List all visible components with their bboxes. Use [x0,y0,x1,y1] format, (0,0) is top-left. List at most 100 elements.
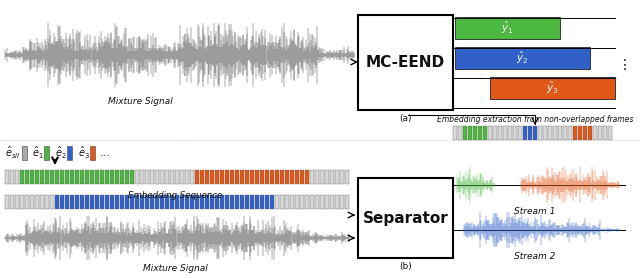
Bar [588,126,592,140]
Bar [25,195,29,209]
Bar [65,195,69,209]
Text: Stream 2: Stream 2 [515,252,556,261]
Text: ⋮: ⋮ [618,58,632,72]
Bar [463,126,467,140]
Text: MC-EEND: MC-EEND [366,55,445,70]
Bar [603,126,607,140]
Bar [220,195,224,209]
Bar [210,170,214,184]
Bar [90,195,94,209]
Bar [358,178,453,258]
Bar [458,126,462,140]
Bar [135,195,139,209]
Bar [523,126,527,140]
Bar [305,170,309,184]
Bar [155,195,159,209]
Bar [105,170,109,184]
Bar [583,126,587,140]
Bar [200,195,204,209]
Bar [130,195,134,209]
Bar [310,195,314,209]
Bar [115,170,119,184]
Bar [60,195,64,209]
Bar [455,17,560,39]
Bar [295,170,299,184]
Bar [160,195,164,209]
Bar [44,146,49,160]
Bar [20,195,24,209]
Bar [528,126,532,140]
Bar [40,170,44,184]
Bar [230,195,234,209]
Bar [260,195,264,209]
Bar [325,195,329,209]
Bar [215,195,219,209]
Text: Mixture Signal: Mixture Signal [143,264,207,273]
Bar [345,195,349,209]
Bar [325,170,329,184]
Bar [80,170,84,184]
Bar [490,77,615,99]
Bar [518,126,522,140]
Text: $\hat{e}_1$: $\hat{e}_1$ [32,145,44,161]
Bar [330,195,334,209]
Text: $\hat{e}_2$: $\hat{e}_2$ [55,145,67,161]
Bar [75,170,79,184]
Bar [230,170,234,184]
Bar [468,126,472,140]
Bar [265,195,269,209]
Bar [548,126,552,140]
Bar [140,195,144,209]
Text: ...: ... [100,148,111,158]
Bar [225,170,229,184]
Text: $\hat{y}_1$: $\hat{y}_1$ [501,20,514,36]
Bar [340,195,344,209]
Bar [235,170,239,184]
Bar [593,126,596,140]
Text: Separator: Separator [363,210,449,225]
Bar [175,195,179,209]
Bar [275,195,279,209]
Bar [65,170,69,184]
Text: (b): (b) [399,262,412,271]
Bar [255,170,259,184]
Bar [553,126,557,140]
Bar [315,195,319,209]
Bar [170,170,174,184]
Bar [483,126,487,140]
Bar [100,170,104,184]
Bar [295,195,299,209]
Bar [80,195,84,209]
Bar [95,170,99,184]
Bar [280,195,284,209]
Bar [315,170,319,184]
Bar [180,170,184,184]
Bar [455,47,590,69]
Bar [513,126,517,140]
Bar [275,170,279,184]
Bar [75,195,79,209]
Bar [498,126,502,140]
Bar [140,170,144,184]
Bar [340,170,344,184]
Bar [285,195,289,209]
Bar [45,170,49,184]
Bar [240,170,244,184]
Bar [305,195,309,209]
Bar [70,195,74,209]
Bar [45,195,49,209]
Bar [190,195,194,209]
Bar [150,170,154,184]
Bar [30,195,34,209]
Bar [205,170,209,184]
Bar [335,195,339,209]
Bar [290,170,294,184]
Text: Mixture Signal: Mixture Signal [108,97,172,106]
Bar [493,126,497,140]
Bar [538,126,542,140]
Bar [110,195,114,209]
Bar [50,170,54,184]
Bar [70,170,74,184]
Text: (a): (a) [399,114,412,123]
Bar [195,195,199,209]
